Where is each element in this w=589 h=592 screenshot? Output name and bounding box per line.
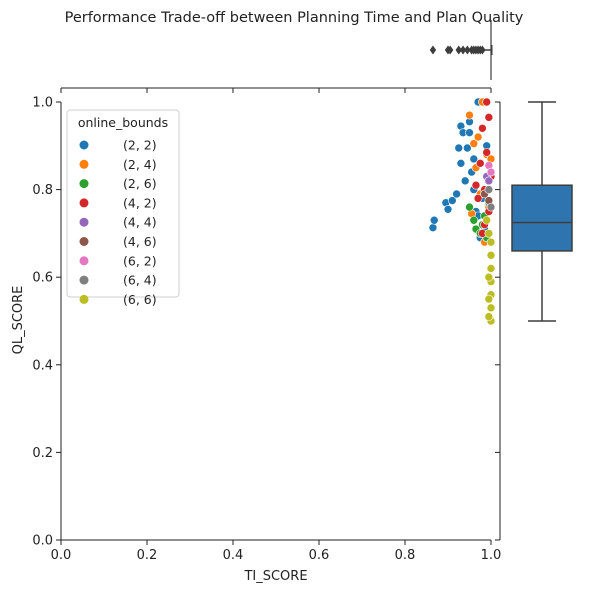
scatter-point — [469, 215, 479, 225]
legend-frame — [66, 109, 180, 298]
scatter-point — [484, 229, 494, 238]
y-tick-label: 0.2 — [32, 446, 53, 461]
scatter-point — [456, 159, 466, 168]
marginal-x-boxplot — [60, 20, 493, 93]
scatter-point — [486, 237, 496, 247]
x-tick-label: 0.2 — [137, 548, 158, 563]
legend-marker — [79, 294, 89, 304]
y-box — [511, 184, 573, 252]
legend-marker — [79, 159, 89, 169]
chart-title: Performance Trade-off between Planning T… — [65, 10, 524, 26]
scatter-point — [460, 176, 470, 186]
scatter-point — [484, 176, 494, 186]
scatter-point — [486, 167, 496, 177]
scatter-point — [486, 264, 496, 273]
scatter-point — [447, 196, 457, 205]
legend-marker — [79, 237, 89, 246]
legend-marker — [79, 140, 89, 150]
legend-label: (2, 6) — [123, 176, 157, 191]
scatter-point — [484, 185, 494, 194]
legend-label: (4, 2) — [123, 195, 157, 210]
scatter-point — [454, 143, 464, 153]
x-tick-label: 0.4 — [223, 548, 244, 563]
x-axis-title: TI_SCORE — [243, 569, 307, 584]
scatter-point — [463, 143, 472, 153]
y-tick-label: 0.4 — [32, 358, 53, 373]
x-tick-label: 1.0 — [481, 548, 502, 563]
y-tick-label: 0.8 — [32, 183, 53, 198]
legend-label: (6, 6) — [123, 292, 157, 307]
scatter-point — [471, 180, 481, 190]
scatter-point — [478, 123, 487, 133]
scatter-point — [484, 113, 494, 122]
scatter-point — [486, 202, 496, 212]
scatter-point — [482, 215, 492, 225]
main-scatter-plot: 0.0 0.2 0.4 0.6 0.8 1.0 0.0 0.2 0.4 0.6 0.8 1.0 — [32, 96, 501, 564]
x-tick-label: 0.8 — [395, 548, 416, 563]
legend-marker — [79, 275, 89, 285]
scatter-point — [465, 202, 474, 212]
marginal-y-boxplot — [495, 101, 573, 541]
scatter-point — [469, 139, 479, 148]
scatter-point — [469, 154, 479, 164]
y-tick-label: 0.0 — [32, 534, 53, 549]
y-axis-title: QL_SCORE — [11, 286, 26, 355]
scatter-point — [486, 303, 496, 313]
scatter-point — [484, 294, 494, 304]
x-box-outlier — [464, 45, 471, 55]
scatter-point — [482, 148, 492, 157]
x-box-outlier — [455, 45, 462, 55]
legend-label: (6, 4) — [123, 273, 157, 288]
legend-label: (6, 2) — [123, 253, 157, 268]
x-box-outlier — [459, 45, 467, 55]
legend: online_bounds (2, 2) (2, 4) (2, 6) (4, 2) (4… — [66, 109, 180, 307]
legend-title: online_bounds — [78, 115, 168, 130]
scatter-point — [465, 110, 474, 120]
scatter-point — [465, 128, 474, 137]
scatter-point — [475, 159, 485, 168]
legend-marker — [79, 179, 89, 189]
scatter-point — [484, 312, 494, 321]
legend-marker — [79, 198, 89, 208]
y-tick-label: 0.6 — [32, 271, 53, 286]
legend-marker — [79, 256, 89, 266]
scatter-point — [452, 189, 461, 199]
scatter-point — [443, 205, 453, 214]
scatter-point — [428, 223, 438, 233]
legend-label: (4, 4) — [123, 215, 157, 230]
scatter-point — [473, 132, 483, 142]
scatter-point — [482, 97, 492, 107]
legend-label: (2, 4) — [123, 157, 157, 172]
scatter-point — [429, 215, 439, 225]
x-box-outlier — [446, 45, 454, 55]
x-tick-label: 0.6 — [309, 548, 330, 563]
legend-label: (4, 6) — [123, 234, 157, 249]
y-tick-label: 1.0 — [32, 96, 53, 111]
scatter-point — [486, 251, 496, 260]
x-box-outlier — [479, 45, 486, 55]
legend-label: (2, 2) — [123, 138, 157, 153]
scatter-point — [484, 272, 494, 282]
legend-marker — [79, 217, 89, 227]
x-box-outlier — [429, 45, 437, 55]
x-tick-label: 0.0 — [51, 548, 72, 563]
scatter-point — [473, 194, 483, 203]
